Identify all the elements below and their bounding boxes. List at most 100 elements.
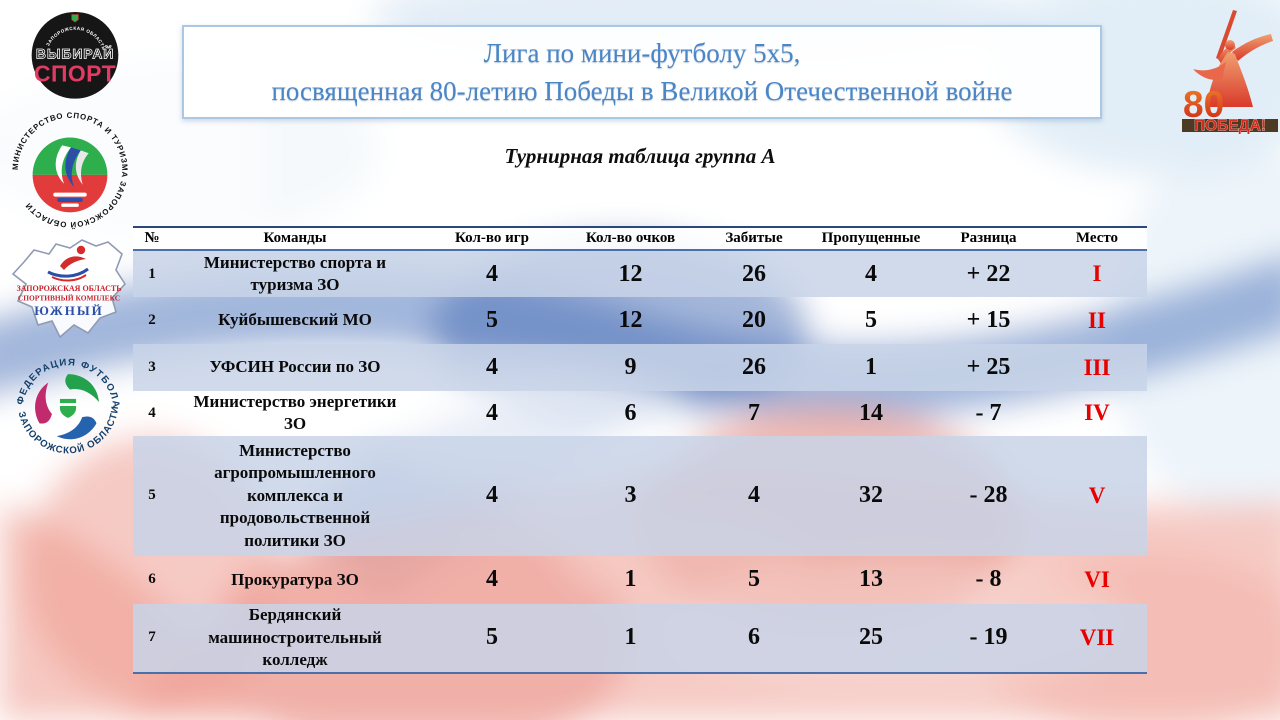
table-row: 6 Прокуратура ЗО 4 1 5 13 - 8 VI — [133, 556, 1147, 604]
victory-bar — [1182, 119, 1278, 132]
row-number: 7 — [148, 629, 156, 646]
row-number: 6 — [148, 571, 156, 588]
sport-word: СПОРТ — [34, 61, 116, 87]
title-line-2: посвященная 80-летию Победы в Великой От… — [271, 76, 1013, 106]
flame-white — [55, 145, 71, 184]
team-name: Прокуратура ЗО — [231, 569, 359, 589]
col-header-games: Кол-во игр — [455, 230, 529, 246]
victory-number: 80 — [1183, 84, 1224, 125]
table-row: 4 Министерство энергетики ЗО 4 6 7 14 - … — [133, 391, 1147, 436]
points-count: 6 — [624, 399, 637, 426]
games-count: 5 — [486, 307, 498, 333]
goals-conceded: 32 — [859, 482, 883, 509]
team-name: Министерство агропромышленного комплекса… — [214, 440, 376, 550]
football-ball-icon — [35, 374, 99, 440]
team-name: УФСИН России по ЗО — [209, 357, 381, 377]
table-header-row: № Команды Кол-во игр Кол-во очков Забиты… — [133, 227, 1147, 250]
goals-conceded: 1 — [865, 354, 877, 380]
goal-diff: + 25 — [966, 354, 1011, 380]
place-rank: I — [1092, 261, 1102, 286]
goal-diff: - 8 — [975, 566, 1002, 593]
goal-diff: - 19 — [969, 624, 1008, 651]
row-number: 4 — [148, 404, 156, 421]
games-count: 5 — [486, 624, 498, 651]
goals-scored: 7 — [748, 399, 760, 426]
victory-80-logo: 80 ПОБЕДА! — [1180, 10, 1280, 140]
table-row: 3 УФСИН России по ЗО 4 9 26 1 + 25 III — [133, 344, 1147, 391]
goals-conceded: 13 — [859, 566, 883, 593]
points-count: 3 — [624, 482, 637, 509]
points-count: 1 — [624, 566, 637, 593]
table-row: 2 Куйбышевский МО 5 12 20 5 + 15 II — [133, 297, 1147, 344]
place-rank: V — [1088, 482, 1106, 508]
goals-scored: 5 — [748, 566, 760, 593]
points-count: 1 — [624, 624, 637, 651]
place-rank: III — [1083, 354, 1111, 380]
points-count: 9 — [624, 354, 637, 380]
table-subtitle: Турнирная таблица группа А — [504, 144, 776, 168]
col-header-conceded: Пропущенные — [821, 230, 921, 246]
region-shield-icon — [71, 14, 79, 23]
flame-light — [75, 150, 89, 185]
place-rank: VI — [1084, 566, 1110, 592]
ministry-sport-tourism-logo: МИНИСТЕРСТВО СПОРТА И ТУРИЗМА ЗАПОРОЖСКО… — [8, 106, 132, 234]
goal-diff: + 15 — [966, 307, 1011, 333]
team-name: Министерство спорта и туризма ЗО — [203, 252, 387, 294]
row-number: 2 — [148, 312, 156, 328]
col-header-number: № — [144, 230, 160, 246]
team-name: Министерство энергетики ЗО — [193, 392, 397, 434]
table-row: 7 Бердянский машиностроительный колледж … — [133, 603, 1147, 673]
football-federation-logo: ФЕДЕРАЦИЯ ФУТБОЛА ЗАПОРОЖСКОЙ ОБЛАСТИ — [10, 344, 126, 466]
runner-ribbon-red — [51, 274, 87, 282]
vybiray-word: ВЫБИРАЙ — [36, 45, 114, 62]
goals-conceded: 4 — [865, 260, 877, 287]
games-count: 4 — [486, 260, 498, 287]
region-line3: ЮЖНЫЙ — [34, 303, 104, 318]
col-header-place: Место — [1075, 230, 1119, 246]
games-count: 4 — [486, 566, 498, 593]
team-name: Бердянский машиностроительный колледж — [208, 605, 382, 670]
runner-ribbon-blue — [47, 267, 89, 278]
col-header-diff: Разница — [960, 230, 1017, 246]
goals-scored: 26 — [742, 260, 766, 287]
slide-title-box: Лига по мини-футболу 5x5, посвященная 80… — [182, 25, 1102, 119]
row-number: 5 — [148, 487, 156, 504]
points-count: 12 — [618, 260, 643, 287]
team-name: Куйбышевский МО — [218, 310, 372, 330]
col-header-scored: Забитые — [725, 230, 783, 246]
flame-blue — [65, 147, 81, 187]
vybiray-sport-logo: ЗАПОРОЖСКАЯ ОБЛАСТЬ ВЫБИРАЙ СПОРТ — [20, 6, 130, 108]
place-rank: IV — [1084, 400, 1110, 426]
goal-diff: - 28 — [969, 482, 1008, 509]
col-header-points: Кол-во очков — [585, 230, 676, 246]
goals-conceded: 14 — [859, 399, 883, 426]
goals-scored: 4 — [748, 482, 760, 509]
runner-head — [76, 245, 86, 255]
region-line1: ЗАПОРОЖСКАЯ ОБЛАСТЬ — [16, 284, 121, 293]
goals-conceded: 25 — [859, 624, 883, 651]
tournament-table: № Команды Кол-во игр Кол-во очков Забиты… — [133, 226, 1147, 674]
games-count: 4 — [486, 354, 498, 380]
place-rank: II — [1088, 307, 1106, 333]
games-count: 4 — [486, 482, 498, 509]
row-number: 1 — [148, 265, 156, 282]
goal-diff: + 22 — [966, 260, 1011, 287]
goals-scored: 6 — [748, 624, 760, 651]
runner-body — [60, 256, 86, 270]
goal-diff: - 7 — [975, 399, 1002, 426]
region-line2: СПОРТИВНЫЙ КОМПЛЕКС — [18, 294, 120, 303]
victory-label: ПОБЕДА! — [1194, 118, 1266, 135]
region-sport-complex-logo: ЗАПОРОЖСКАЯ ОБЛАСТЬ СПОРТИВНЫЙ КОМПЛЕКС … — [4, 232, 134, 344]
goals-scored: 26 — [742, 354, 766, 380]
table-row: 1 Министерство спорта и туризма ЗО 4 12 … — [133, 250, 1147, 297]
table-row: 5 Министерство агропромышленного комплек… — [133, 435, 1147, 556]
region-map-outline — [11, 239, 127, 339]
row-number: 3 — [148, 359, 156, 375]
goals-scored: 20 — [742, 307, 766, 333]
title-line-1: Лига по мини-футболу 5x5, — [483, 38, 801, 68]
games-count: 4 — [486, 399, 498, 426]
col-header-teams: Команды — [263, 230, 327, 246]
place-rank: VII — [1079, 624, 1115, 650]
motherland-statue-icon — [1193, 10, 1273, 107]
points-count: 12 — [618, 307, 643, 333]
